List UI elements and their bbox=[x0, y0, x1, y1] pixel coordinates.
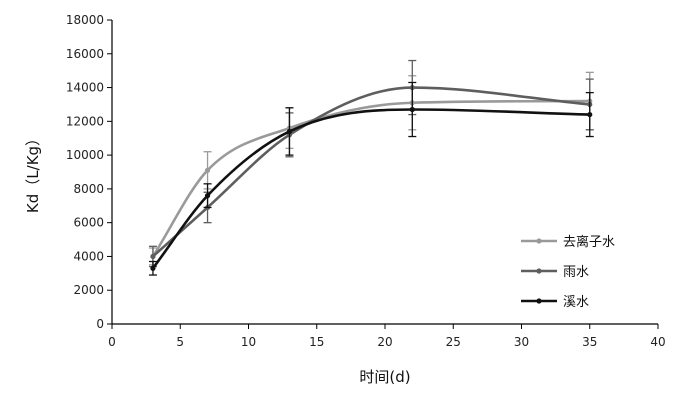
series-layer bbox=[148, 59, 594, 276]
data-point bbox=[204, 193, 211, 199]
x-tick-label: 15 bbox=[309, 335, 324, 349]
series-2 bbox=[148, 81, 594, 276]
y-tick-label: 16000 bbox=[66, 47, 104, 61]
legend-label: 溪水 bbox=[563, 295, 589, 310]
legend-marker bbox=[536, 298, 542, 304]
y-tick-label: 2000 bbox=[73, 283, 104, 297]
y-tick-label: 14000 bbox=[66, 81, 104, 95]
series-line bbox=[151, 99, 590, 258]
series-0 bbox=[148, 71, 594, 266]
legend-item: 去离子水 bbox=[521, 234, 615, 250]
x-tick-label: 5 bbox=[176, 335, 184, 349]
y-axis-title: Kd（L/Kg） bbox=[24, 131, 42, 213]
y-tick-label: 12000 bbox=[66, 114, 104, 128]
legend-label: 去离子水 bbox=[563, 234, 615, 250]
legend-label: 雨水 bbox=[563, 265, 589, 280]
data-point bbox=[150, 265, 156, 271]
data-point bbox=[587, 111, 593, 118]
y-tick-label: 4000 bbox=[73, 249, 104, 263]
data-point bbox=[150, 253, 156, 260]
series-line bbox=[151, 108, 590, 270]
data-point bbox=[409, 106, 415, 113]
x-tick-label: 40 bbox=[650, 335, 665, 349]
data-point bbox=[204, 167, 211, 173]
x-tick-label: 30 bbox=[514, 335, 529, 349]
x-tick-label: 10 bbox=[241, 335, 256, 349]
legend-item: 雨水 bbox=[521, 265, 589, 280]
legend-marker bbox=[536, 268, 542, 274]
y-tick-label: 6000 bbox=[73, 216, 104, 230]
data-point bbox=[286, 128, 293, 135]
legend-marker bbox=[536, 238, 542, 244]
y-tick-label: 10000 bbox=[66, 148, 104, 162]
axes: 0 2000 4000 6000 8000 10000 12000 14000 16000 180… bbox=[66, 13, 666, 349]
x-tick-label: 20 bbox=[377, 335, 392, 349]
y-tick-label: 0 bbox=[96, 317, 104, 331]
legend-item: 溪水 bbox=[521, 295, 589, 310]
x-tick-label: 0 bbox=[108, 335, 116, 349]
y-tick-label: 8000 bbox=[73, 182, 104, 196]
y-tick-label: 18000 bbox=[66, 13, 104, 27]
x-tick-label: 35 bbox=[582, 335, 597, 349]
x-axis-title: 时间(d) bbox=[359, 368, 410, 386]
x-tick-label: 25 bbox=[446, 335, 461, 349]
